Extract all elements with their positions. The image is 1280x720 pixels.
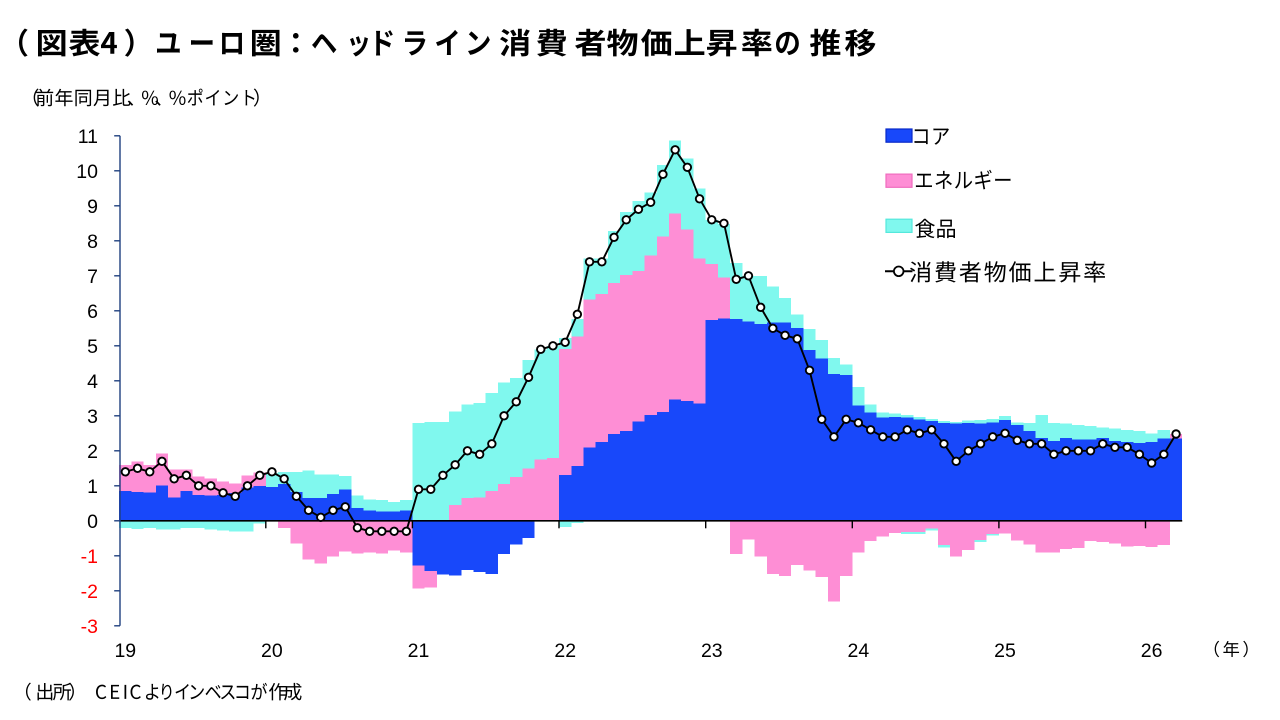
svg-text:-2: -2: [81, 581, 98, 603]
svg-text:3: 3: [87, 406, 98, 428]
svg-text:10: 10: [76, 161, 98, 183]
svg-text:25: 25: [994, 640, 1016, 662]
svg-text:6: 6: [87, 301, 98, 323]
svg-text:4: 4: [87, 371, 98, 393]
svg-text:23: 23: [701, 640, 723, 662]
svg-text:26: 26: [1141, 640, 1163, 662]
svg-text:9: 9: [87, 196, 98, 218]
svg-text:5: 5: [87, 336, 98, 358]
svg-text:8: 8: [87, 231, 98, 253]
svg-text:24: 24: [848, 640, 870, 662]
svg-text:-1: -1: [81, 546, 98, 568]
svg-text:7: 7: [87, 266, 98, 288]
svg-text:11: 11: [78, 126, 98, 148]
svg-text:19: 19: [114, 640, 136, 662]
svg-text:2: 2: [87, 441, 98, 463]
svg-text:21: 21: [408, 640, 430, 662]
svg-text:0: 0: [87, 511, 98, 533]
svg-text:-3: -3: [81, 616, 98, 638]
svg-text:22: 22: [554, 640, 576, 662]
svg-text:1: 1: [87, 476, 98, 498]
svg-text:20: 20: [261, 640, 283, 662]
